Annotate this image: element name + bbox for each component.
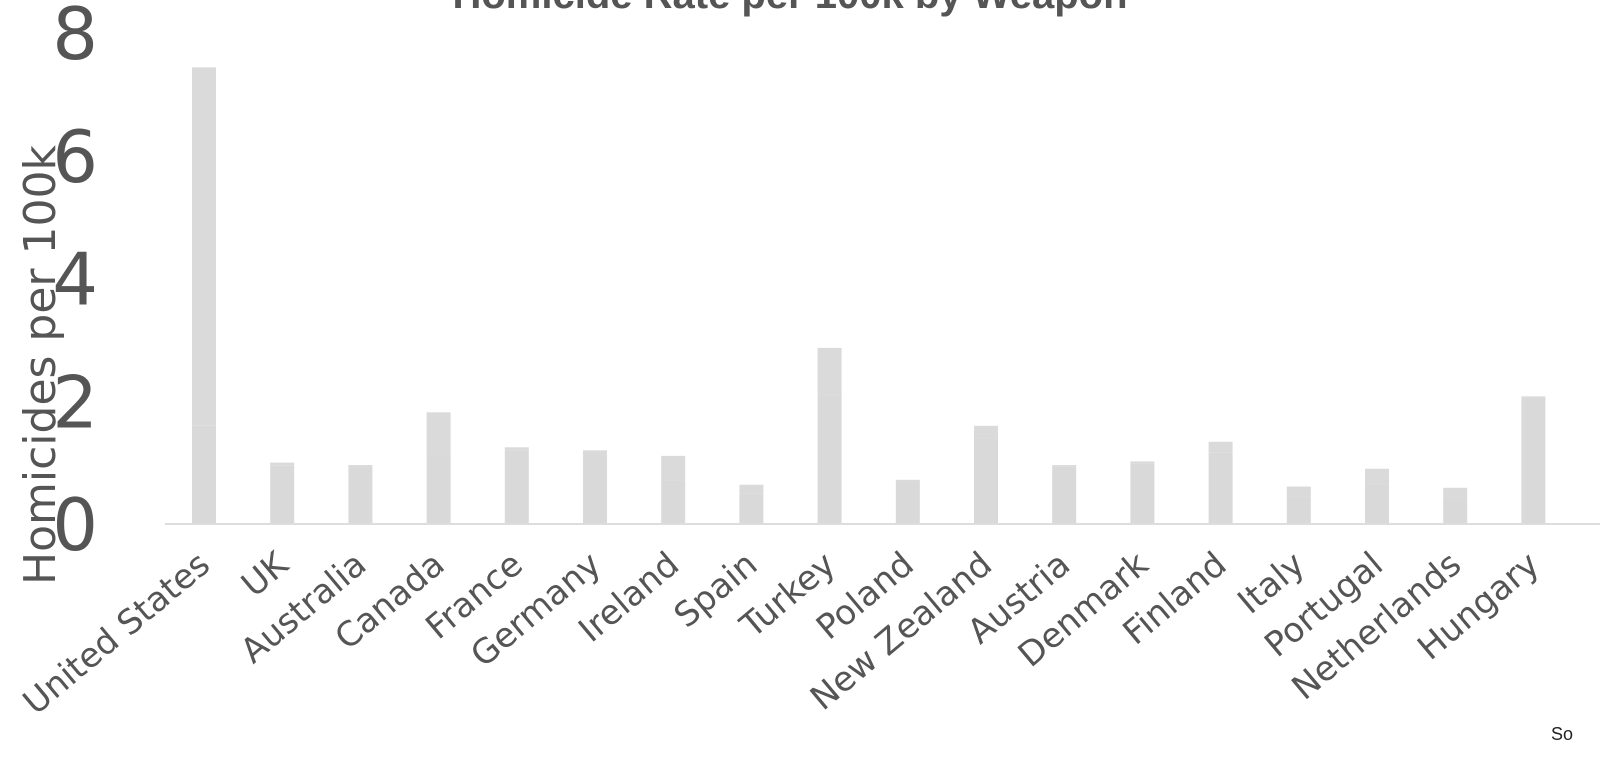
bar-segment <box>1052 465 1077 467</box>
bar-segment <box>192 67 216 426</box>
bar-segment <box>426 454 451 524</box>
bar-segment <box>1443 487 1468 500</box>
bars <box>192 67 1546 524</box>
bar-segment <box>1052 466 1077 524</box>
bar-segment <box>1443 499 1468 524</box>
bar-segment <box>192 425 216 524</box>
y-axis-label: Homicides per 100k <box>15 145 66 585</box>
bar-segment <box>661 455 686 481</box>
bar-segment <box>1365 484 1389 524</box>
y-tick-label: 2 <box>52 360 98 444</box>
bar-segment <box>1208 441 1233 453</box>
bar-segment <box>504 447 529 451</box>
bar-segment <box>1365 468 1389 485</box>
x-axis-ticks: United States UKAustraliaCanadaFranceGerm… <box>16 543 1547 723</box>
bar-segment <box>1208 452 1233 524</box>
bar-segment <box>817 347 842 396</box>
bar-segment <box>426 412 451 455</box>
y-axis-ticks: 0 2 4 6 8 <box>52 0 98 567</box>
bar-segment <box>895 479 920 482</box>
bar-segment <box>739 484 764 494</box>
bar-segment <box>270 462 295 466</box>
bar-segment <box>974 425 998 439</box>
bar-segment <box>895 481 920 524</box>
source-note: So <box>1551 724 1573 744</box>
bar-segment <box>661 480 686 524</box>
bar-segment <box>348 467 373 524</box>
y-tick-label: 8 <box>52 0 98 76</box>
bar-segment <box>739 493 764 524</box>
y-tick-label: 0 <box>52 483 98 567</box>
bar-segment <box>1521 397 1546 524</box>
bar-segment <box>583 454 607 524</box>
bar-segment <box>1130 463 1155 524</box>
bar-segment <box>817 395 842 524</box>
bar-segment <box>348 465 373 468</box>
bar-segment <box>270 465 295 524</box>
bar-segment <box>1286 486 1311 498</box>
bar-segment <box>1286 497 1311 524</box>
chart-title: Homicide Rate per 100k by Weapon <box>452 0 1127 17</box>
bar-segment <box>1130 461 1155 464</box>
bar-segment <box>1521 396 1546 398</box>
bar-segment <box>974 438 998 524</box>
bar-segment <box>583 450 607 455</box>
y-tick-label: 6 <box>52 115 98 199</box>
bar-segment <box>504 450 529 524</box>
y-tick-label: 4 <box>52 238 98 322</box>
